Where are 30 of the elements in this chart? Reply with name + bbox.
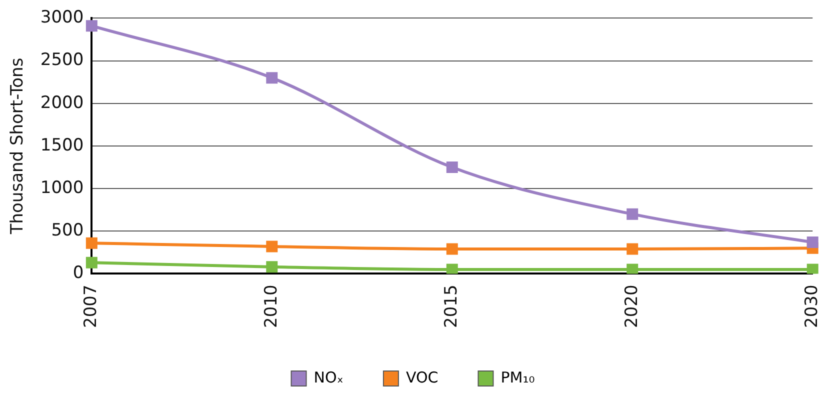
point <box>626 208 638 220</box>
x-tick-label: 2010 <box>261 284 282 328</box>
point <box>86 256 98 268</box>
x-tick-label: 2020 <box>622 284 642 328</box>
x-tick-label: 2007 <box>81 284 102 328</box>
point <box>446 243 458 255</box>
y-tick-label: 1000 <box>40 178 84 198</box>
point <box>806 264 818 274</box>
point <box>86 237 98 249</box>
y-axis-title: Thousand Short-Tons <box>8 58 28 236</box>
point <box>446 264 458 274</box>
legend-label: VOC <box>406 368 438 386</box>
y-tick-label: 2000 <box>40 92 84 113</box>
point <box>266 72 278 84</box>
y-tick-label: 500 <box>51 220 84 241</box>
point <box>626 243 638 255</box>
legend-label: PM₁₀ <box>500 368 535 386</box>
x-tick-label: 2030 <box>802 284 822 328</box>
point <box>266 240 278 252</box>
y-tick-label: 3000 <box>40 8 84 28</box>
point <box>446 162 458 174</box>
point <box>86 20 98 32</box>
y-tick-label: 2500 <box>40 50 84 70</box>
x-tick-label: 2015 <box>442 284 462 328</box>
point <box>626 264 638 274</box>
legend-label: NOₓ <box>314 368 344 386</box>
y-tick-label: 0 <box>72 263 84 284</box>
point <box>266 261 278 273</box>
point <box>806 236 818 248</box>
y-tick-label: 1500 <box>40 135 84 156</box>
